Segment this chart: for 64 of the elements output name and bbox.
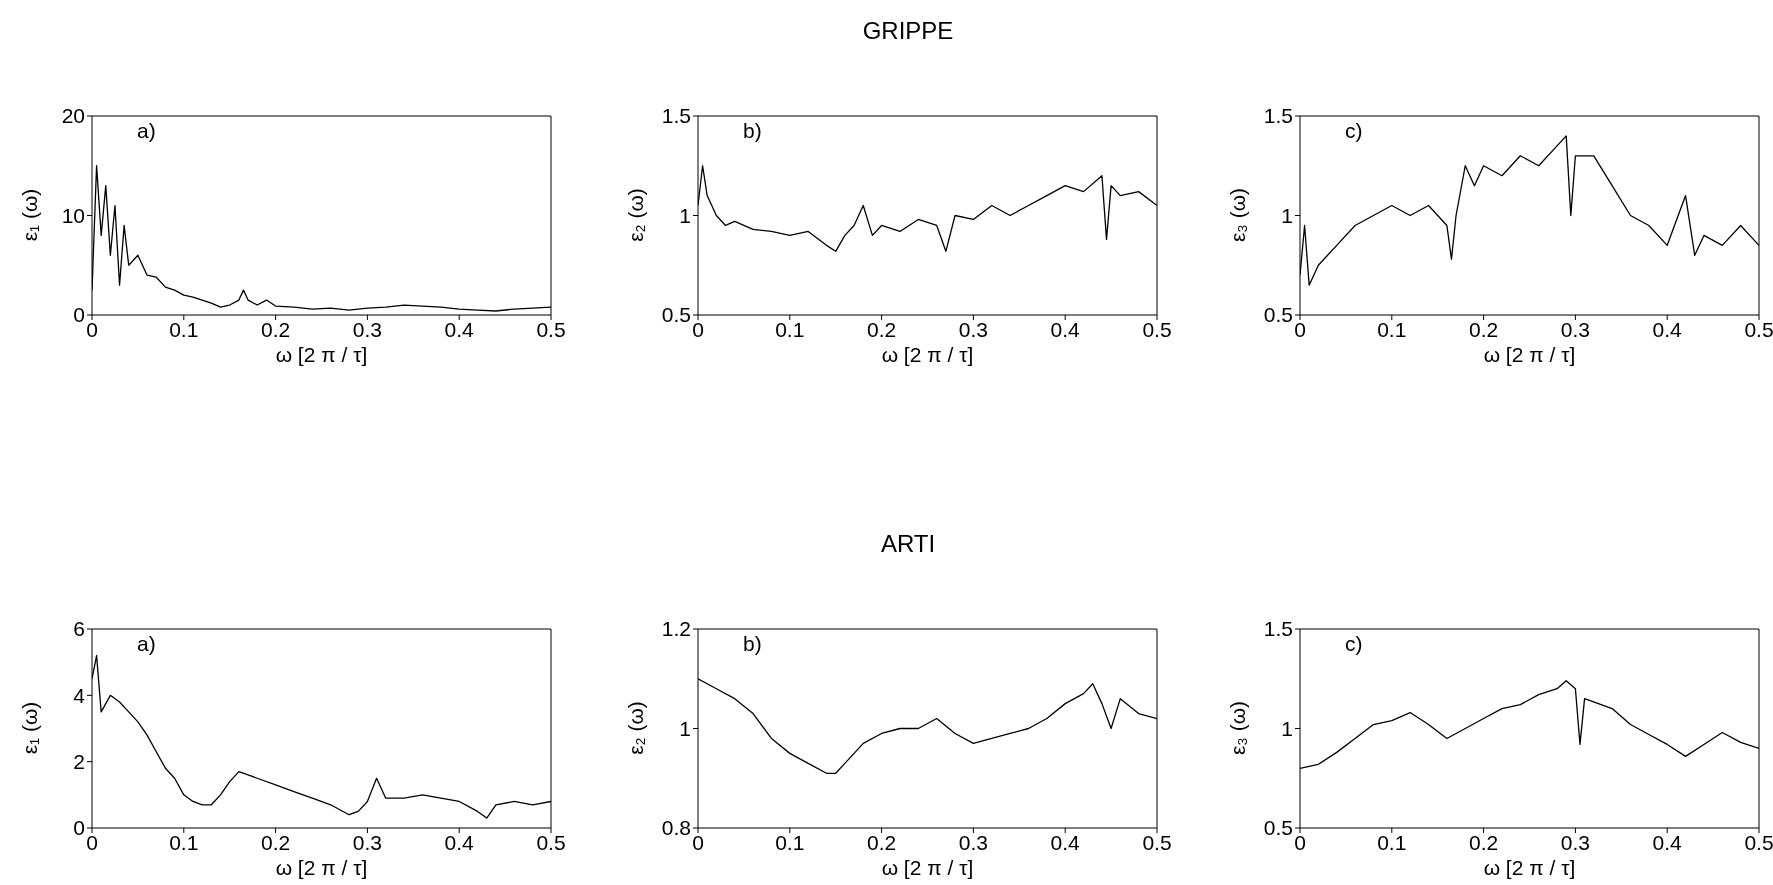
x-axis-title: ω [2 π / τ] [1482, 856, 1577, 880]
y-tick-label: 2 [73, 750, 85, 774]
x-tick-label: 0.3 [352, 830, 382, 854]
x-tick-label: 0.5 [1142, 317, 1172, 341]
annotation: c) [1345, 119, 1363, 143]
y-tick-label: 1.2 [661, 617, 691, 641]
y-axis-title: ε₂ (ω) [624, 701, 648, 755]
y-tick-label: 1.5 [1263, 104, 1293, 128]
x-tick-label: 0.5 [1744, 317, 1773, 341]
x-tick-label: 0.3 [1560, 830, 1590, 854]
x-tick-label: 0.1 [775, 317, 805, 341]
y-tick-label: 10 [61, 203, 85, 227]
x-tick-label: 0.2 [261, 317, 291, 341]
x-tick-label: 0.4 [444, 317, 475, 341]
chart-title: ARTI [879, 530, 937, 558]
x-tick-label: 0.2 [1469, 830, 1499, 854]
y-tick-label: 20 [61, 104, 85, 128]
annotation: c) [1345, 632, 1363, 656]
x-tick-label: 0.2 [867, 830, 897, 854]
x-tick-label: 0.4 [444, 830, 475, 854]
y-axis-title: ε₁ (ω) [18, 701, 42, 755]
x-tick-label: 0.1 [169, 317, 199, 341]
x-tick-label: 0.1 [1377, 317, 1407, 341]
x-tick-label: 0.2 [1469, 317, 1499, 341]
x-tick-label: 0.1 [1377, 830, 1407, 854]
x-tick-label: 0.5 [536, 830, 566, 854]
x-axis-title: ω [2 π / τ] [274, 856, 369, 880]
x-axis-title: ω [2 π / τ] [274, 343, 369, 367]
x-tick-label: 0.2 [261, 830, 291, 854]
x-tick-label: 0.5 [536, 317, 566, 341]
x-axis-title: ω [2 π / τ] [880, 856, 975, 880]
x-tick-label: 0.1 [169, 830, 199, 854]
y-axis-title: ε₂ (ω) [624, 188, 648, 242]
y-tick-label: 1 [1281, 716, 1293, 740]
y-tick-label: 1.5 [1263, 617, 1293, 641]
annotation: a) [137, 632, 156, 656]
x-tick-label: 0.4 [1652, 317, 1683, 341]
x-axis-title: ω [2 π / τ] [880, 343, 975, 367]
y-tick-label: 1.5 [661, 104, 691, 128]
y-tick-label: 4 [73, 683, 86, 707]
y-tick-label: 1 [679, 716, 691, 740]
x-tick-label: 0.4 [1050, 830, 1081, 854]
y-tick-label: 0.8 [661, 816, 691, 840]
y-axis-title: ε₁ (ω) [18, 188, 42, 242]
x-tick-label: 0.5 [1142, 830, 1172, 854]
y-tick-label: 1 [1281, 203, 1293, 227]
y-axis-title: ε₃ (ω) [1226, 187, 1250, 243]
x-tick-label: 0.3 [1560, 317, 1590, 341]
x-tick-label: 0.4 [1050, 317, 1081, 341]
y-tick-label: 1 [679, 203, 691, 227]
x-tick-label: 0.4 [1652, 830, 1683, 854]
annotation: a) [137, 119, 156, 143]
x-axis-title: ω [2 π / τ] [1482, 343, 1577, 367]
x-tick-label: 0.1 [775, 830, 805, 854]
chart-title: GRIPPE [861, 17, 955, 45]
annotation: b) [743, 119, 762, 143]
x-tick-label: 0.5 [1744, 830, 1773, 854]
x-tick-label: 0.3 [958, 830, 988, 854]
x-tick-label: 0.2 [867, 317, 897, 341]
y-axis-title: ε₃ (ω) [1226, 700, 1250, 756]
annotation: b) [743, 632, 762, 656]
y-tick-label: 6 [73, 617, 85, 641]
x-tick-label: 0.3 [958, 317, 988, 341]
x-tick-label: 0.3 [352, 317, 382, 341]
